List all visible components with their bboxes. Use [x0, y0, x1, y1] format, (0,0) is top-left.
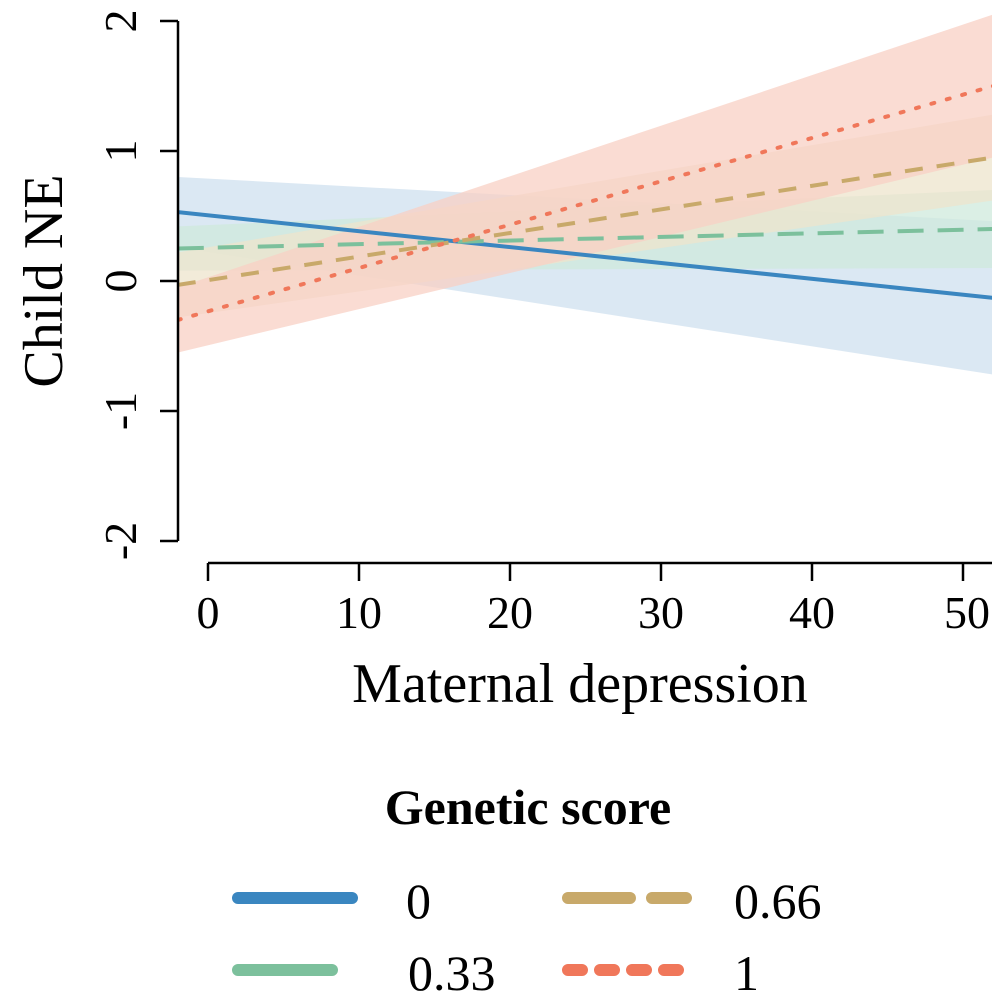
y-tick-label: 0: [95, 270, 146, 293]
y-tick-label: -1: [95, 392, 146, 430]
legend-title: Genetic score: [385, 779, 671, 835]
series-line-1: [178, 227, 992, 251]
y-tick-label: 1: [95, 140, 146, 163]
series-line-0: [178, 210, 992, 300]
y-tick-label: 2: [95, 10, 146, 33]
x-tick-label: 20: [487, 587, 533, 638]
x-tick-label: 50: [944, 587, 990, 638]
y-axis-title: Child NE: [13, 174, 75, 387]
legend-label-0: 0: [406, 873, 431, 929]
legend: 0 0.33 0.66 1: [232, 873, 822, 1001]
x-tick-label: 10: [336, 587, 382, 638]
x-tick-label: 0: [197, 587, 220, 638]
x-tick-label: 30: [638, 587, 684, 638]
confidence-band-3: [178, 14, 992, 353]
series-lines: [178, 84, 992, 322]
y-tick-label: -2: [95, 522, 146, 560]
x-axis: 0 10 20 30 40 50: [197, 561, 992, 638]
y-axis: -2 -1 0 1 2: [95, 10, 180, 560]
series-line-2: [178, 155, 992, 287]
confidence-bands: [178, 14, 992, 375]
legend-label-2: 0.66: [734, 873, 822, 929]
legend-label-3: 1: [734, 945, 759, 1001]
series-line-3: [178, 84, 992, 322]
legend-label-1: 0.33: [408, 945, 496, 1001]
x-axis-title: Maternal depression: [352, 653, 808, 715]
x-tick-label: 40: [789, 587, 835, 638]
